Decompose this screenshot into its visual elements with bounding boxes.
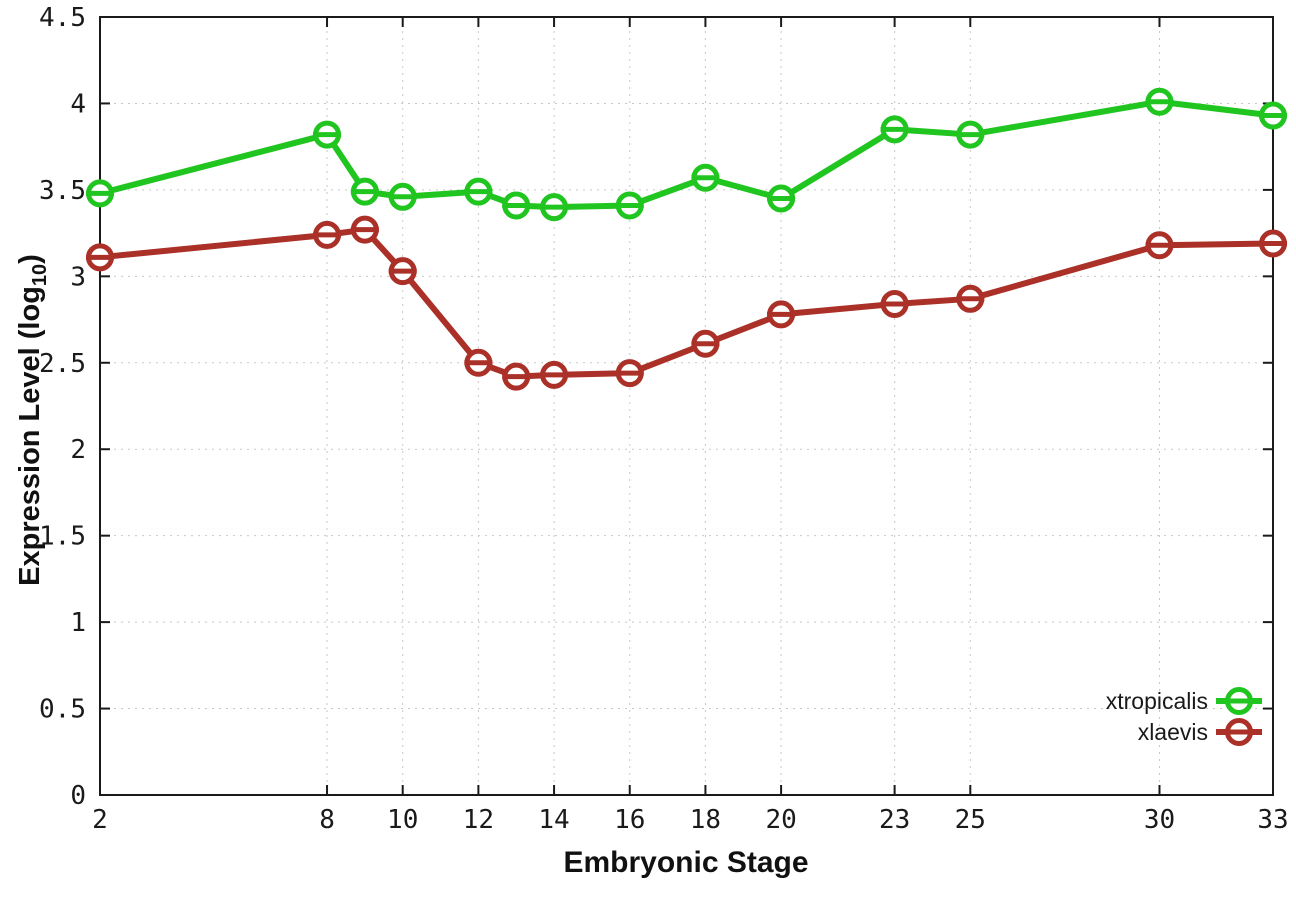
x-tick-label: 20 [765,805,796,835]
plot-border [99,16,1274,796]
y-tick-label: 2 [70,435,86,465]
y-tick-label: 3.5 [39,176,86,206]
x-tick-label: 33 [1257,805,1288,835]
series-line-xlaevis [97,226,1276,380]
y-tick-label: 1.5 [39,522,86,552]
legend-label-xlaevis: xlaevis [1138,719,1208,745]
y-axis-title-text: Expression Level (log [14,286,47,586]
x-tick-label: 23 [879,805,910,835]
x-tick-label: 18 [690,805,721,835]
y-tick-label: 0 [70,781,86,811]
legend-label-xtropicalis: xtropicalis [1106,688,1208,714]
y-tick-label: 3 [70,262,86,292]
y-tick-label: 4.5 [39,3,86,33]
x-tick-label: 8 [319,805,335,835]
x-tick-label: 10 [387,805,418,835]
x-tick-label: 25 [955,805,986,835]
y-axis-title-close: ) [14,254,47,264]
x-tick-label: 12 [463,805,494,835]
series-line-xtropicalis [97,98,1276,211]
x-tick-label: 30 [1144,805,1175,835]
y-tick-label: 1 [70,608,86,638]
x-tick-label: 14 [538,805,569,835]
y-tick-label: 2.5 [39,349,86,379]
x-tick-label: 16 [614,805,645,835]
y-axis-title: Expression Level (log10) [14,254,52,586]
y-tick-label: 0.5 [39,695,86,725]
x-axis-title: Embryonic Stage [563,846,809,879]
y-axis-title-subscript: 10 [28,263,51,287]
y-tick-label: 4 [70,89,86,119]
x-tick-label: 2 [92,805,108,835]
